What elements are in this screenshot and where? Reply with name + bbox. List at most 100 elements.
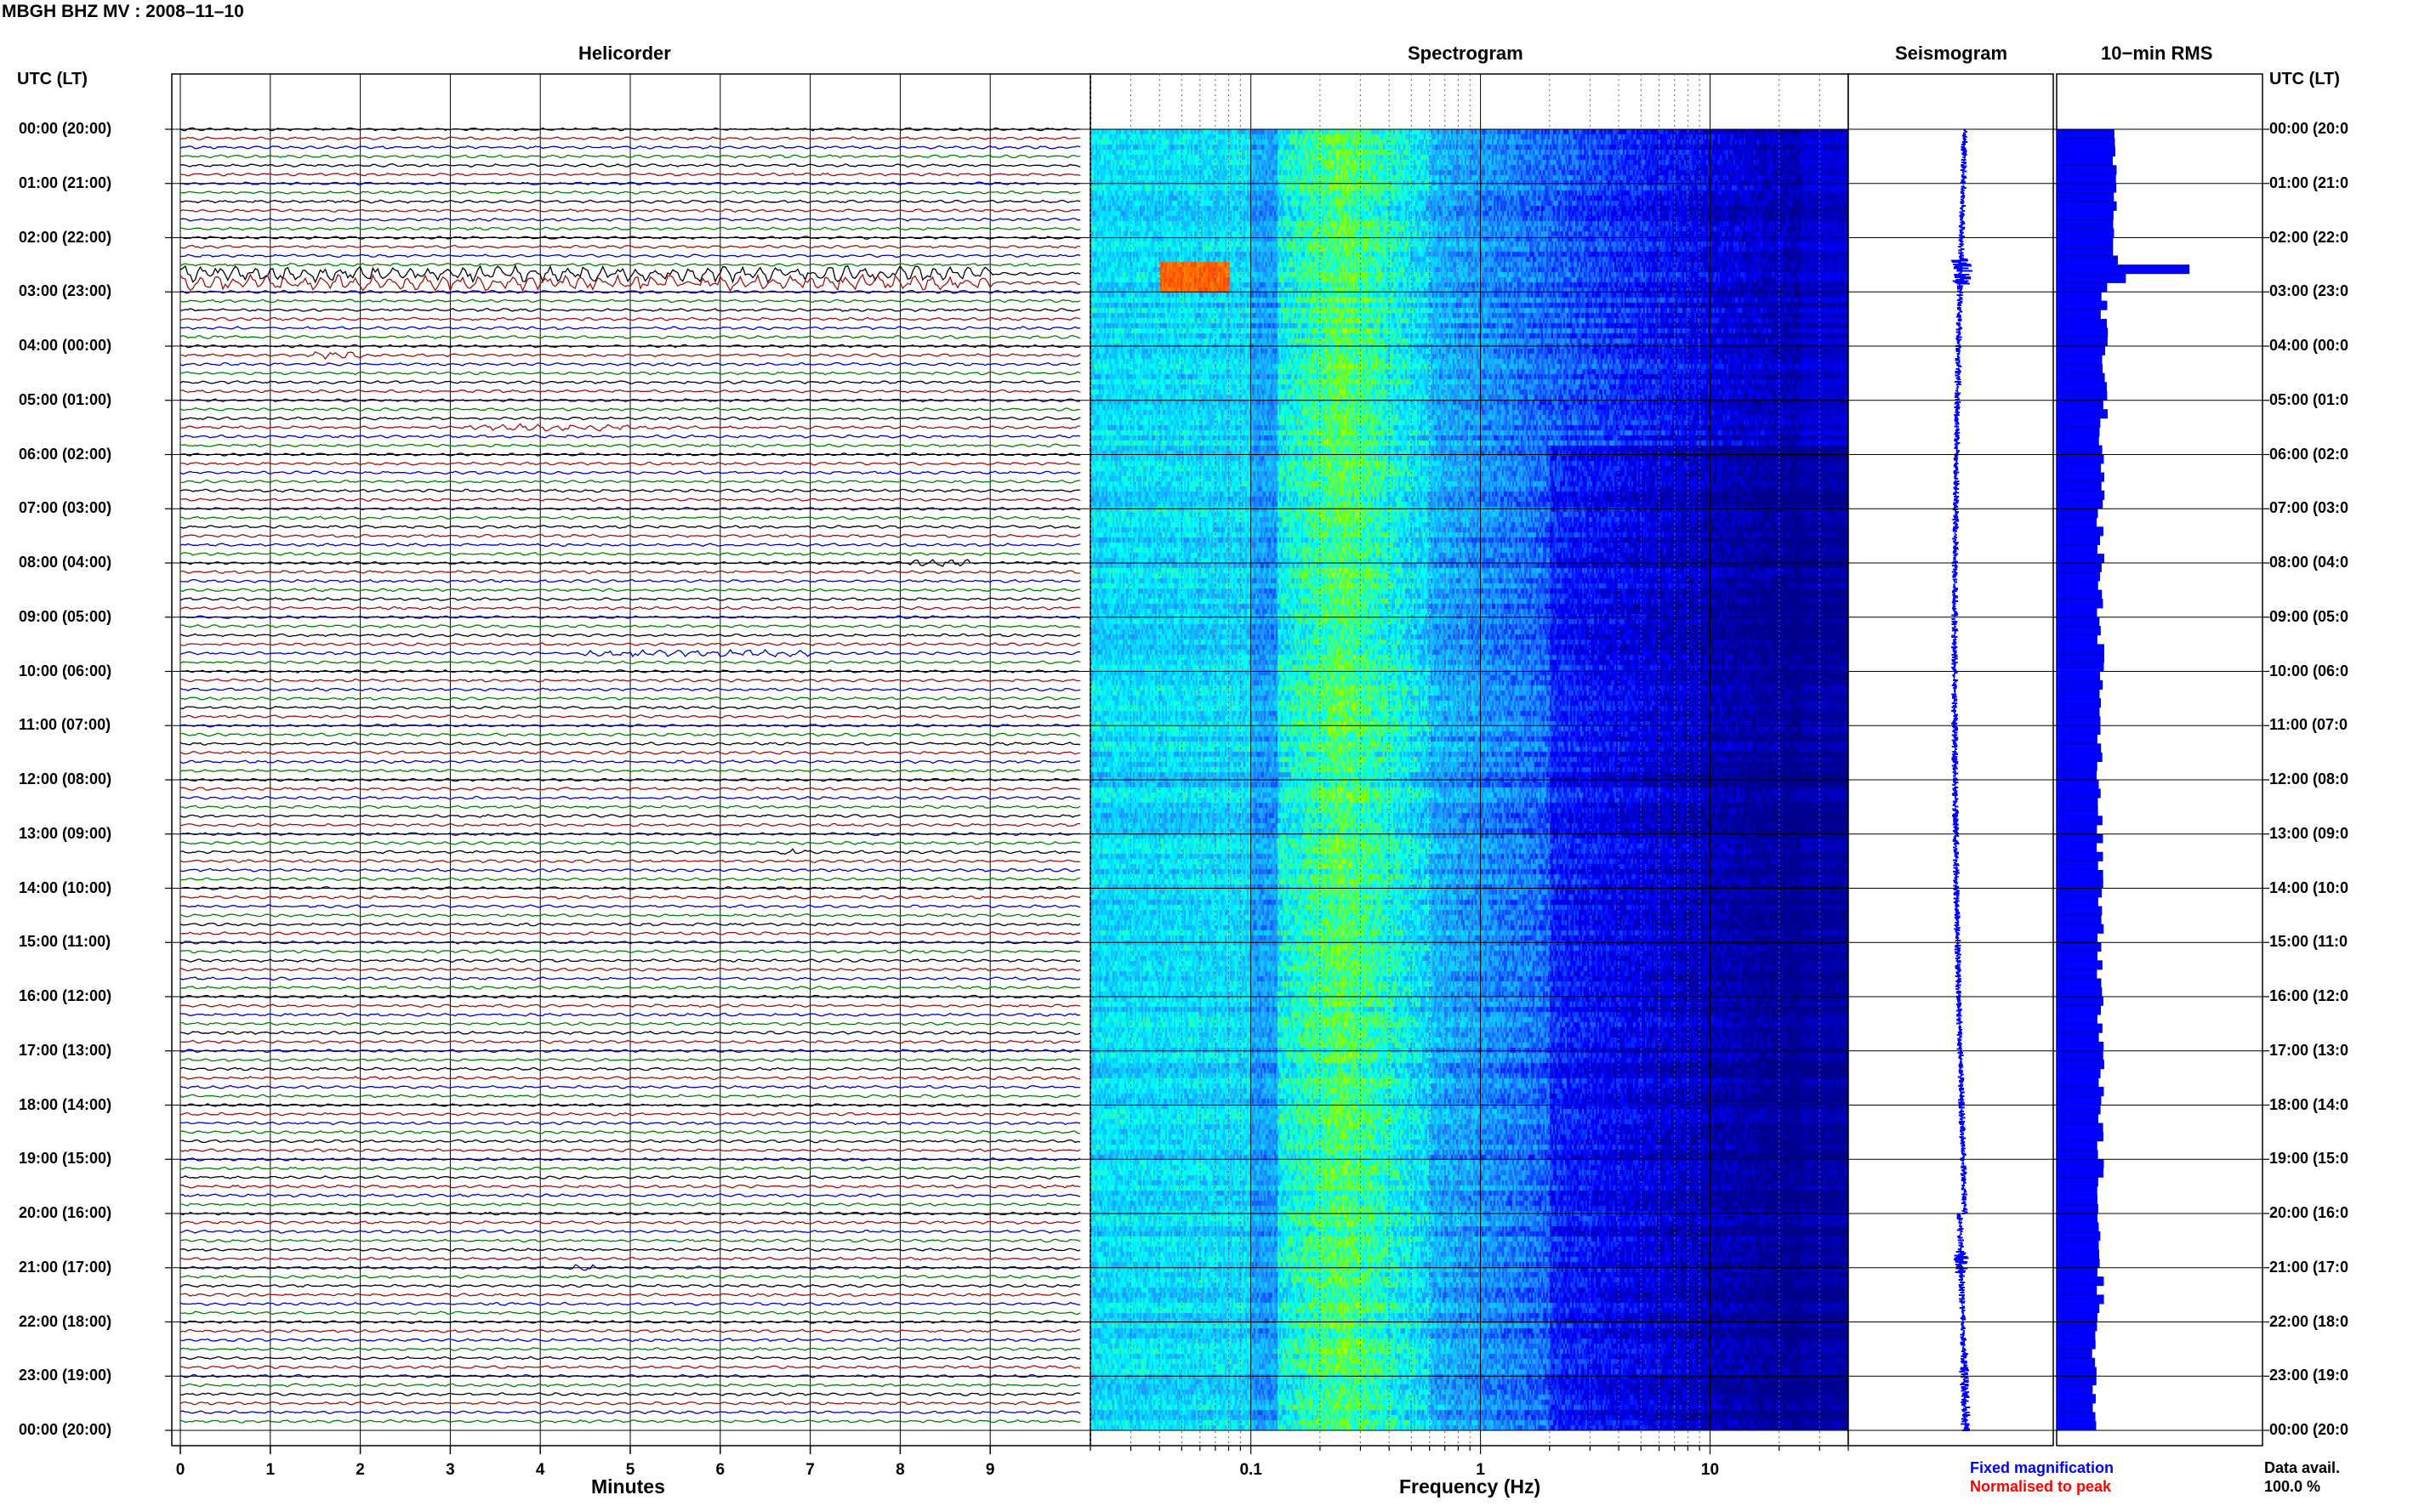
rms-bar	[2056, 571, 2100, 582]
rms-bar	[2056, 798, 2098, 808]
rms-bar	[2056, 327, 2109, 338]
left-time-tick-label: 00:00 (20:00)	[19, 120, 112, 137]
helicorder-x-tick-label: 9	[986, 1461, 995, 1479]
helicorder-trace	[179, 768, 1081, 773]
helicorder-trace	[180, 1021, 1081, 1026]
helicorder-trace	[179, 298, 1081, 304]
helicorder-trace	[179, 642, 1081, 647]
helicorder-trace	[179, 913, 1081, 918]
helicorder-trace	[179, 931, 1081, 936]
rms-bar	[2056, 1249, 2099, 1259]
helicorder-trace	[179, 443, 1081, 448]
helicorder-trace	[179, 416, 1081, 421]
helicorder-trace	[179, 470, 1081, 475]
helicorder-trace	[179, 1293, 1081, 1298]
rms-bar	[2056, 698, 2101, 708]
helicorder-trace	[179, 759, 1081, 765]
helicorder-title: Helicorder	[578, 43, 671, 64]
rms-bar	[2056, 400, 2103, 410]
rms-bar	[2056, 201, 2117, 211]
helicorder-trace	[179, 515, 1081, 520]
helicorder-trace	[179, 1229, 1081, 1234]
helicorder-trace	[179, 895, 1081, 900]
helicorder-x-tick-label: 7	[805, 1461, 815, 1479]
helicorder-trace	[179, 488, 1081, 493]
helicorder-trace	[179, 380, 1081, 384]
rms-bar	[2056, 382, 2107, 392]
helicorder-trace	[179, 1346, 1081, 1351]
helicorder-x-tick-label: 8	[896, 1461, 905, 1479]
helicorder-trace	[179, 497, 1081, 503]
rms-bar	[2056, 716, 2101, 726]
helicorder-trace	[179, 1166, 1081, 1171]
helicorder-trace	[179, 1418, 1081, 1424]
page-title: MBGH BHZ MV : 2008–11–10	[2, 2, 244, 21]
helicorder-trace	[179, 1031, 1081, 1035]
rms-bar	[2056, 1276, 2104, 1287]
left-time-tick-label: 07:00 (03:00)	[19, 499, 112, 517]
helicorder-trace	[179, 1338, 1081, 1343]
rms-bar	[2056, 960, 2103, 970]
rms-bar	[2056, 1159, 2104, 1169]
rms-bar	[2056, 1095, 2102, 1106]
left-time-axis-label: UTC (LT)	[17, 70, 88, 88]
rms-bar	[2056, 806, 2098, 816]
right-time-tick-label: 22:00 (18:0	[2269, 1312, 2349, 1330]
left-time-tick-label: 17:00 (13:00)	[19, 1041, 112, 1059]
helicorder-x-tick-label: 4	[536, 1461, 545, 1479]
helicorder-trace	[179, 750, 1081, 755]
right-time-tick-label: 18:00 (14:0	[2269, 1095, 2349, 1113]
rms-bar	[2056, 1105, 2101, 1115]
rms-bar	[2056, 1412, 2096, 1422]
seismogram-frame	[1847, 73, 2054, 1447]
left-time-tick-label: 03:00 (23:00)	[19, 282, 112, 300]
helicorder-trace	[179, 1076, 1081, 1080]
right-time-tick-label: 16:00 (12:0	[2269, 987, 2349, 1004]
left-time-tick-label: 18:00 (14:00)	[19, 1095, 112, 1113]
helicorder-x-tick-label: 6	[716, 1461, 726, 1479]
rms-bar	[2056, 390, 2108, 401]
helicorder-trace	[179, 578, 1081, 583]
helicorder-trace	[179, 804, 1081, 810]
spectrogram-xlabel: Frequency (Hz)	[1399, 1475, 1541, 1498]
helicorder-trace	[179, 423, 1081, 432]
right-time-tick-label: 02:00 (22:0	[2269, 228, 2349, 246]
helicorder-trace	[179, 649, 1081, 658]
rms-bar	[2056, 372, 2105, 383]
rms-bar	[2056, 554, 2104, 564]
helicorder-trace	[179, 588, 1081, 593]
rms-bar	[2056, 544, 2097, 554]
left-time-tick-label: 19:00 (15:00)	[19, 1150, 112, 1168]
rms-bar	[2056, 1294, 2104, 1305]
helicorder-trace	[179, 308, 1081, 312]
right-time-tick-label: 14:00 (10:0	[2269, 878, 2349, 896]
rms-bar	[2056, 752, 2103, 762]
helicorder-trace	[179, 623, 1081, 628]
rms-bar	[2056, 228, 2114, 238]
rms-bar	[2056, 436, 2099, 446]
helicorder-trace	[179, 190, 1081, 195]
helicorder-trace	[179, 1039, 1081, 1044]
rms-bar	[2056, 1123, 2103, 1133]
helicorder-trace	[179, 787, 1081, 792]
rms-bar	[2056, 824, 2097, 834]
rms-bar	[2056, 589, 2103, 600]
helicorder-trace	[179, 822, 1081, 827]
helicorder-trace	[179, 434, 1081, 439]
rms-bar	[2056, 1285, 2097, 1295]
rms-bar	[2056, 679, 2103, 690]
helicorder-trace	[179, 605, 1081, 611]
rms-bar	[2056, 454, 2104, 464]
rms-bar	[2056, 1421, 2097, 1431]
spectrogram-title: Spectrogram	[1408, 43, 1523, 64]
right-time-tick-label: 04:00 (00:0	[2269, 337, 2349, 354]
rms-bar	[2056, 337, 2108, 347]
rms-bar	[2056, 978, 2102, 988]
right-time-tick-label: 01:00 (21:0	[2269, 173, 2349, 191]
right-time-tick-label: 03:00 (23:0	[2269, 282, 2349, 300]
right-time-tick-label: 12:00 (08:0	[2269, 770, 2349, 787]
rms-bar	[2056, 969, 2097, 979]
left-time-tick-label: 00:00 (20:00)	[19, 1421, 112, 1438]
rms-bar	[2056, 671, 2100, 681]
